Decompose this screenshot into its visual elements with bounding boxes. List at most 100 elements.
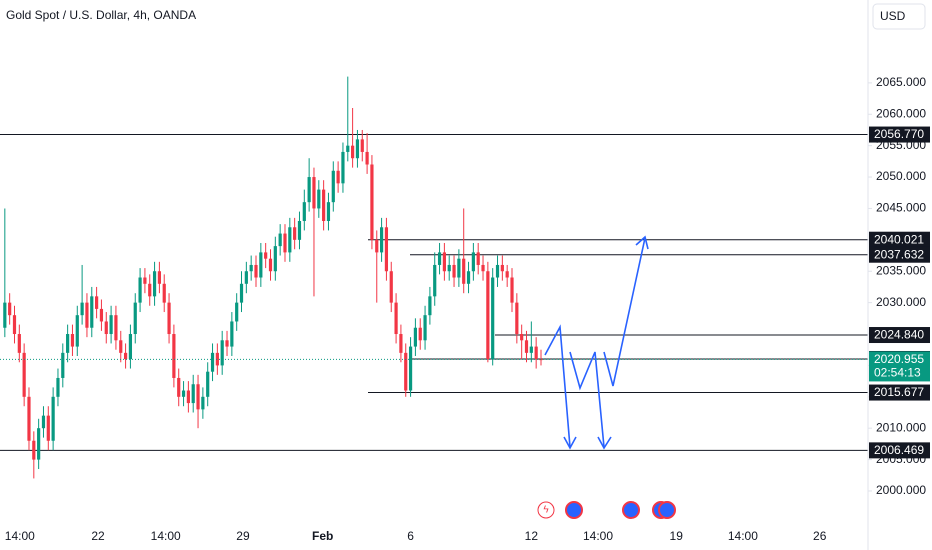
candle-body bbox=[297, 221, 302, 240]
level-tag bbox=[869, 126, 930, 143]
candle-body bbox=[264, 252, 268, 259]
level-label: 2056.770 bbox=[874, 127, 924, 141]
candle-body bbox=[162, 283, 166, 303]
candle-body bbox=[288, 227, 292, 253]
candle-body bbox=[177, 377, 181, 397]
candle-body bbox=[341, 151, 345, 184]
arrow-head bbox=[597, 436, 612, 450]
candle-body bbox=[312, 177, 316, 209]
candle-body bbox=[239, 283, 244, 303]
candle-body bbox=[307, 177, 311, 203]
candle-body bbox=[355, 139, 360, 159]
candle-body bbox=[418, 327, 422, 341]
candle-body bbox=[442, 252, 446, 272]
candle-body bbox=[80, 302, 84, 316]
candle-body bbox=[471, 252, 475, 272]
y-tick-label: 2050.000 bbox=[876, 169, 926, 183]
arrow-head bbox=[563, 436, 577, 450]
candle-body bbox=[476, 252, 480, 265]
candle-body bbox=[186, 390, 190, 404]
level-tag bbox=[869, 442, 930, 459]
candle-body bbox=[379, 227, 384, 253]
level-tag bbox=[869, 231, 930, 248]
candle-body bbox=[515, 302, 519, 335]
event-icon[interactable] bbox=[565, 501, 583, 519]
x-tick-label: 14:00 bbox=[151, 529, 181, 543]
x-tick-label: 29 bbox=[236, 529, 250, 543]
candle-body bbox=[27, 396, 31, 441]
level-label: 2024.840 bbox=[874, 328, 924, 342]
y-tick-label: 2000.000 bbox=[876, 483, 926, 497]
candle-body bbox=[360, 139, 364, 152]
candle-body bbox=[254, 264, 258, 278]
candle-body bbox=[235, 302, 239, 322]
candle-body bbox=[22, 352, 26, 397]
chart-title: Gold Spot / U.S. Dollar, 4h, OANDA bbox=[6, 8, 196, 22]
projection-path bbox=[603, 237, 646, 387]
event-icon[interactable] bbox=[537, 501, 555, 519]
x-tick-label: 19 bbox=[670, 529, 684, 543]
candle-body bbox=[152, 271, 157, 297]
candle-body bbox=[225, 340, 229, 347]
candle-body bbox=[167, 302, 171, 335]
candle-body bbox=[123, 352, 128, 360]
candle-body bbox=[326, 202, 331, 222]
last-price-label: 2020.955 bbox=[874, 352, 924, 366]
currency-button[interactable] bbox=[872, 3, 926, 30]
candle-body bbox=[143, 277, 147, 284]
candle-body bbox=[157, 271, 161, 284]
candle-body bbox=[452, 264, 456, 278]
x-tick-label: 22 bbox=[91, 529, 105, 543]
candle-body bbox=[486, 271, 490, 360]
candle-body bbox=[283, 233, 287, 253]
currency-label[interactable]: USD bbox=[880, 9, 906, 23]
candle-body bbox=[375, 239, 379, 253]
level-tag bbox=[869, 246, 930, 263]
level-label: 2006.469 bbox=[874, 443, 924, 457]
candle-body bbox=[457, 258, 461, 278]
candle-body bbox=[389, 271, 393, 303]
candle-body bbox=[215, 352, 219, 366]
candle-body bbox=[128, 334, 133, 360]
candle-body bbox=[3, 302, 7, 328]
candle-body bbox=[423, 315, 427, 341]
candle-body bbox=[210, 352, 215, 372]
candle-body bbox=[249, 264, 253, 272]
event-icon[interactable] bbox=[658, 501, 676, 519]
projection-path bbox=[569, 351, 605, 448]
candle-body bbox=[505, 271, 509, 278]
candle-body bbox=[413, 327, 418, 347]
y-tick-label: 2045.000 bbox=[876, 201, 926, 215]
candle-body bbox=[322, 189, 326, 222]
candle-body bbox=[90, 296, 94, 328]
candle-body bbox=[41, 415, 46, 429]
candle-body bbox=[206, 371, 210, 397]
candle-body bbox=[384, 227, 389, 272]
candle-body bbox=[259, 252, 263, 278]
candle-body bbox=[181, 390, 186, 397]
y-tick-label: 2060.000 bbox=[876, 106, 926, 120]
event-icon-symbol: ϟ bbox=[543, 505, 549, 516]
projection-path bbox=[544, 324, 571, 448]
level-label: 2040.021 bbox=[874, 232, 924, 246]
level-tag bbox=[869, 384, 930, 401]
candle-body bbox=[119, 340, 123, 353]
x-tick-label: 6 bbox=[407, 529, 414, 543]
candle-body bbox=[520, 334, 524, 341]
x-tick-label: Feb bbox=[312, 529, 333, 543]
event-icon[interactable] bbox=[622, 501, 640, 519]
projection bbox=[544, 235, 649, 450]
candle-body bbox=[75, 315, 79, 347]
candle-body bbox=[408, 346, 413, 391]
plot bbox=[0, 76, 868, 479]
y-tick-label: 2035.000 bbox=[876, 263, 926, 277]
candle-body bbox=[32, 440, 36, 460]
candle-body bbox=[534, 346, 538, 360]
candle-body bbox=[331, 170, 335, 203]
candle-body bbox=[524, 340, 529, 353]
candle-body bbox=[148, 283, 152, 297]
candle-body bbox=[85, 302, 89, 328]
candle-body bbox=[466, 271, 471, 284]
